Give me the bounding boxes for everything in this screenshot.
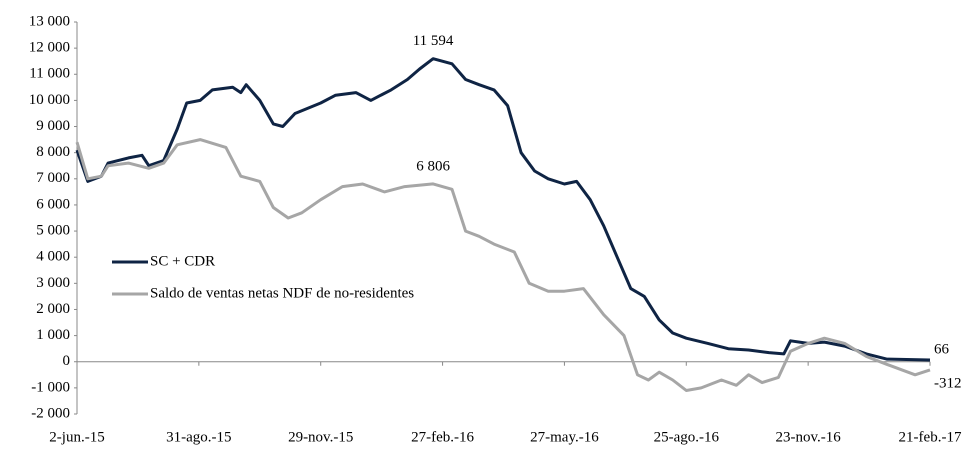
data-label: 6 806 [416, 158, 450, 174]
x-tick-label: 23-nov.-16 [776, 429, 842, 445]
legend-label: SC + CDR [150, 253, 215, 269]
series-line [75, 57, 931, 362]
data-label: 11 594 [413, 33, 454, 49]
y-tick-label: 1 000 [36, 327, 70, 343]
y-tick-label: 6 000 [36, 196, 70, 212]
x-tick-label: 27-may.-16 [530, 429, 599, 445]
series-line [75, 138, 931, 392]
y-tick-label: 8 000 [36, 144, 70, 160]
data-label: -312 [934, 375, 962, 391]
y-tick-label: 9 000 [36, 118, 70, 134]
y-tick-label: 10 000 [29, 92, 70, 108]
x-tick-label: 27-feb.-16 [411, 429, 474, 445]
y-tick-label: -1 000 [31, 379, 70, 395]
x-tick-label: 21-feb.-17 [899, 429, 962, 445]
y-tick-label: 11 000 [29, 66, 70, 82]
y-tick-label: 5 000 [36, 223, 70, 239]
y-tick-label: 4 000 [36, 249, 70, 265]
y-tick-label: -2 000 [31, 405, 70, 421]
data-label: 66 [934, 341, 950, 357]
y-tick-label: 0 [63, 353, 71, 369]
y-tick-label: 13 000 [29, 13, 70, 29]
y-tick-label: 7 000 [36, 170, 70, 186]
x-tick-label: 2-jun.-15 [49, 429, 104, 445]
legend-label: Saldo de ventas netas NDF de no-resident… [150, 285, 414, 301]
y-tick-label: 3 000 [36, 275, 70, 291]
x-tick-label: 29-nov.-15 [288, 429, 353, 445]
y-tick-label: 12 000 [29, 40, 70, 56]
y-tick-label: 2 000 [36, 301, 70, 317]
x-tick-label: 25-ago.-16 [654, 429, 720, 445]
x-tick-label: 31-ago.-15 [166, 429, 231, 445]
